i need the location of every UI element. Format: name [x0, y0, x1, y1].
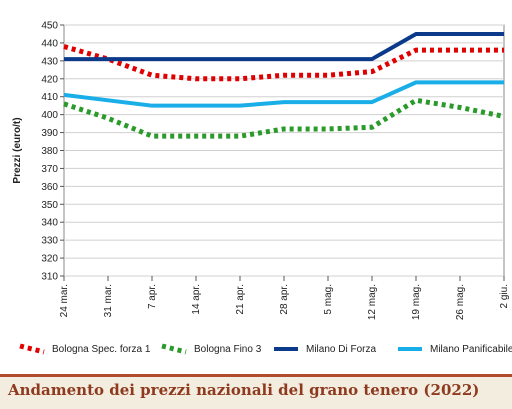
footer-title-bar: Andamento dei prezzi nazionali del grano…: [0, 374, 512, 409]
y-tick-label: 450: [41, 21, 58, 32]
y-tick-label: 350: [41, 200, 58, 211]
y-tick-label: 380: [41, 146, 58, 157]
legend-swatch: [274, 347, 298, 351]
series-line-1: [63, 44, 504, 82]
x-tick-label: 24 mar.: [59, 284, 70, 317]
x-tick-label: 19 mag.: [411, 284, 422, 320]
y-tick-label: 370: [41, 164, 58, 175]
legend-swatch: [398, 347, 422, 351]
legend-item: Bologna Spec. forza 1: [18, 342, 150, 356]
series-line-2: [63, 97, 505, 139]
x-tick-label: 28 apr.: [279, 284, 290, 315]
y-tick-label: 330: [41, 236, 58, 247]
chart-legend: Bologna Spec. forza 1 Bologna Fino 3 Milan…: [0, 338, 512, 362]
legend-swatch: [161, 343, 187, 355]
line-chart: 310 320 330 340 350 360 370 380 390 400 410 420 430 4…: [12, 21, 510, 321]
x-tick-label: 5 mag.: [323, 284, 334, 315]
y-tick-label: 440: [41, 38, 58, 49]
y-tick-label: 420: [41, 74, 58, 85]
y-axis-label: Prezzi (euro/t): [12, 117, 23, 183]
y-tick-label: 430: [41, 56, 58, 67]
legend-swatch-line: [19, 343, 45, 355]
legend-label: Bologna Spec. forza 1: [52, 343, 151, 355]
legend-label: Milano Panificabile: [430, 343, 512, 355]
chart-caption-title: Andamento dei prezzi nazionali del grano…: [8, 381, 480, 399]
legend-item: Bologna Fino 3: [160, 342, 261, 356]
x-tick-label: 26 mag.: [455, 284, 466, 320]
x-tick-label: 7 apr.: [147, 284, 158, 309]
legend-swatch-line: [161, 343, 187, 355]
series-line-3: [64, 31, 504, 62]
x-tick-label: 21 apr.: [235, 284, 246, 315]
x-tick-label: 12 mag.: [367, 284, 378, 320]
y-tick-label: 320: [41, 254, 58, 265]
legend-label: Milano Di Forza: [306, 343, 377, 355]
legend-item: Milano Di Forza: [272, 342, 376, 356]
y-tick-label: 340: [41, 218, 58, 229]
y-tick-label: 310: [41, 272, 58, 283]
y-tick-label: 390: [41, 128, 58, 139]
legend-item: Milano Panificabile: [396, 342, 512, 356]
x-tick-label: 31 mar.: [103, 284, 114, 317]
x-tick-label: 2 giu.: [499, 284, 510, 308]
y-tick-label: 410: [41, 92, 58, 103]
legend-swatch: [19, 343, 45, 355]
legend-label: Bologna Fino 3: [194, 343, 262, 355]
y-tick-label: 400: [41, 110, 58, 121]
y-tick-label: 360: [41, 182, 58, 193]
x-tick-label: 14 apr.: [191, 284, 202, 315]
